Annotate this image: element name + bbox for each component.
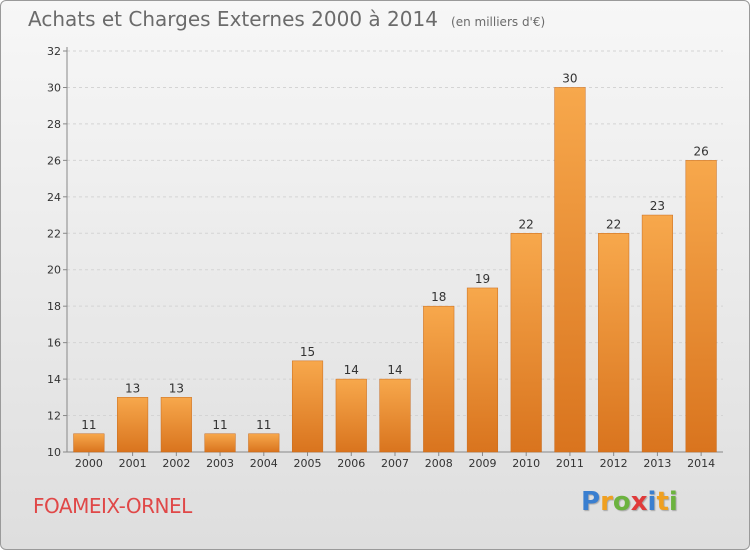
y-tick-label: 14 [47, 373, 61, 386]
bar-2004 [248, 433, 280, 453]
x-tick-label: 2001 [119, 457, 147, 470]
bar-2007 [379, 378, 411, 453]
bar-2003 [204, 433, 236, 453]
bar-value-label: 13 [125, 381, 140, 395]
bar-value-label: 11 [256, 418, 271, 432]
chart-title: Achats et Charges Externes 2000 à 2014 (… [28, 7, 545, 31]
bar-2000 [73, 433, 105, 453]
bar-value-label: 22 [519, 217, 534, 231]
bar-value-label: 26 [693, 144, 708, 158]
bar-value-label: 22 [606, 217, 621, 231]
x-tick-label: 2014 [687, 457, 715, 470]
bar-2011 [554, 87, 586, 453]
logo-letter: P [581, 487, 601, 517]
x-tick-label: 2008 [425, 457, 453, 470]
bar-value-label: 18 [431, 290, 446, 304]
x-tick-label: 2005 [294, 457, 322, 470]
bar-2014 [685, 160, 717, 453]
y-tick-label: 22 [47, 227, 61, 240]
proxiti-logo: Proxiti [581, 487, 678, 517]
y-tick-label: 10 [47, 446, 61, 459]
chart-title-text: Achats et Charges Externes 2000 à 2014 [28, 7, 438, 31]
bar-2006 [335, 378, 367, 453]
bar-2005 [291, 360, 324, 453]
bar-2008 [423, 305, 455, 453]
logo-letter: i [647, 487, 657, 517]
logo-letter: t [656, 487, 669, 517]
bar-value-label: 15 [300, 345, 315, 359]
bar-value-label: 14 [344, 363, 359, 377]
x-tick-label: 2012 [600, 457, 628, 470]
y-tick-label: 16 [47, 337, 61, 350]
bar-2012 [598, 233, 630, 453]
logo-letter: o [612, 487, 631, 517]
y-tick-label: 20 [47, 264, 61, 277]
x-tick-label: 2006 [337, 457, 365, 470]
y-tick-label: 28 [47, 118, 61, 131]
bar-2010 [510, 233, 542, 453]
y-tick-label: 26 [47, 154, 61, 167]
chart-unit: (en milliers d'€) [451, 15, 546, 29]
x-tick-label: 2007 [381, 457, 409, 470]
logo-letter: i [668, 487, 678, 517]
x-tick-label: 2011 [556, 457, 584, 470]
logo-letter: r [600, 487, 613, 517]
logo-letter: x [630, 487, 648, 517]
bar-value-label: 23 [650, 199, 665, 213]
x-tick-label: 2003 [206, 457, 234, 470]
x-tick-label: 2002 [162, 457, 190, 470]
bar-value-label: 13 [169, 381, 184, 395]
y-tick-label: 32 [47, 45, 61, 58]
place-name: FOAMEIX-ORNEL [33, 494, 192, 518]
bar-2009 [466, 287, 499, 453]
bar-value-label: 19 [475, 272, 490, 286]
bar-value-label: 30 [562, 71, 577, 85]
bars [73, 87, 717, 453]
x-tick-label: 2004 [250, 457, 278, 470]
x-tick-label: 2010 [512, 457, 540, 470]
x-tick-label: 2013 [643, 457, 671, 470]
y-tick-label: 24 [47, 191, 61, 204]
bar-2001 [117, 397, 149, 453]
y-tick-label: 18 [47, 300, 61, 313]
labels: 11 13 13 11 11 15 14 14 18 19 22 30 22 23 26 [81, 71, 709, 431]
bar-2002 [160, 397, 192, 453]
y-tick-label: 12 [47, 410, 61, 423]
bar-2013 [641, 214, 673, 453]
bar-value-label: 11 [81, 418, 96, 432]
x-tick-label: 2009 [468, 457, 496, 470]
x-tick-label: 2000 [75, 457, 103, 470]
bar-value-label: 14 [387, 363, 402, 377]
y-tick-label: 30 [47, 81, 61, 94]
bar-value-label: 11 [212, 418, 227, 432]
